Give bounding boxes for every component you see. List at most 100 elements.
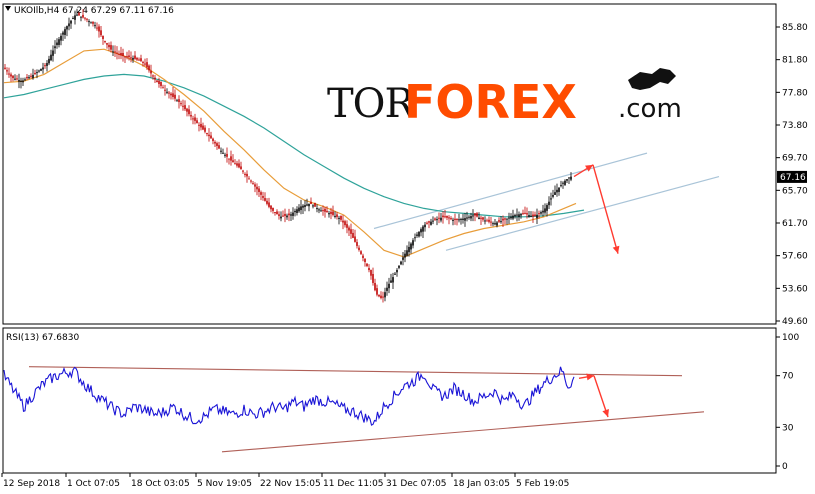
candle-body bbox=[328, 213, 330, 215]
candle bbox=[180, 100, 182, 107]
candle-body bbox=[292, 212, 294, 216]
candle bbox=[102, 35, 104, 45]
candle-body bbox=[158, 80, 160, 84]
candle-body bbox=[142, 61, 144, 63]
candle bbox=[94, 21, 96, 29]
candle bbox=[498, 217, 500, 223]
candle-body bbox=[196, 120, 198, 124]
candle-body bbox=[64, 29, 66, 35]
candle bbox=[496, 221, 498, 228]
candle bbox=[188, 105, 190, 117]
candle-body bbox=[398, 265, 400, 268]
candle-body bbox=[148, 65, 150, 71]
candle bbox=[548, 196, 550, 209]
candle-body bbox=[314, 202, 316, 207]
candle-body bbox=[310, 201, 312, 205]
candle-body bbox=[470, 216, 472, 219]
candle-body bbox=[396, 269, 398, 273]
candle bbox=[320, 207, 322, 212]
candle-body bbox=[320, 210, 322, 212]
candle-body bbox=[6, 70, 8, 72]
candle-body bbox=[178, 99, 180, 103]
candle bbox=[240, 161, 242, 170]
candle bbox=[114, 45, 116, 57]
candle-body bbox=[510, 216, 512, 219]
candle bbox=[454, 213, 456, 225]
candle-body bbox=[236, 163, 238, 166]
candle bbox=[306, 198, 308, 207]
candle bbox=[432, 216, 434, 225]
candle-body bbox=[422, 226, 424, 232]
candle-body bbox=[316, 208, 318, 210]
candle bbox=[284, 208, 286, 223]
candle-body bbox=[428, 221, 430, 223]
candle bbox=[342, 215, 344, 230]
candle-body bbox=[186, 108, 188, 112]
candle bbox=[96, 22, 98, 31]
candle bbox=[126, 51, 128, 60]
candle bbox=[504, 217, 506, 225]
candle bbox=[532, 211, 534, 223]
candle-body bbox=[494, 223, 496, 225]
candle-body bbox=[454, 218, 456, 220]
candle bbox=[302, 204, 304, 215]
candle bbox=[8, 67, 10, 78]
candle bbox=[22, 77, 24, 86]
candle-body bbox=[534, 214, 536, 217]
candle bbox=[528, 211, 530, 218]
candle-body bbox=[552, 194, 554, 197]
candle bbox=[460, 217, 462, 225]
candle-body bbox=[566, 179, 568, 181]
candle bbox=[140, 54, 142, 62]
candle-body bbox=[338, 217, 340, 219]
candle bbox=[36, 69, 38, 79]
candle-body bbox=[444, 216, 446, 218]
candle-body bbox=[34, 72, 36, 74]
candle-body bbox=[20, 80, 22, 82]
candle bbox=[376, 284, 378, 297]
candle bbox=[86, 18, 88, 23]
candle bbox=[64, 26, 66, 39]
candle-body bbox=[500, 221, 502, 223]
candle-body bbox=[468, 216, 470, 218]
candle-body bbox=[134, 55, 136, 59]
candle bbox=[24, 77, 26, 81]
candle-body bbox=[476, 213, 478, 217]
candle-body bbox=[84, 17, 86, 19]
candle-body bbox=[536, 214, 538, 219]
candle-body bbox=[384, 292, 386, 298]
candle bbox=[390, 273, 392, 283]
candle bbox=[484, 216, 486, 225]
candle bbox=[132, 55, 134, 63]
candle bbox=[512, 209, 514, 221]
symbol-menu-icon[interactable] bbox=[5, 6, 11, 11]
rsi-layer bbox=[3, 366, 705, 453]
candle bbox=[290, 211, 292, 221]
candle-body bbox=[516, 214, 518, 216]
candle bbox=[394, 271, 396, 276]
candle-body bbox=[36, 72, 38, 74]
candle-body bbox=[406, 250, 408, 256]
candle bbox=[412, 238, 414, 249]
candle bbox=[238, 159, 240, 169]
rsi-tick-label: 0 bbox=[782, 462, 788, 472]
candle-body bbox=[420, 229, 422, 233]
candle bbox=[190, 111, 192, 121]
candle-body bbox=[372, 273, 374, 283]
candle bbox=[226, 147, 228, 163]
candle bbox=[150, 64, 152, 78]
candle-body bbox=[58, 39, 60, 45]
candle-body bbox=[264, 198, 266, 201]
candle-body bbox=[490, 221, 492, 223]
price-layer bbox=[3, 8, 720, 303]
candle-body bbox=[48, 58, 50, 64]
channel-lower-line bbox=[445, 175, 720, 251]
candle-body bbox=[456, 218, 458, 220]
candle-body bbox=[50, 54, 52, 61]
candle-body bbox=[440, 217, 442, 221]
candle bbox=[270, 205, 272, 213]
candle bbox=[32, 68, 34, 80]
candle-body bbox=[346, 224, 348, 228]
candle-body bbox=[450, 218, 452, 220]
